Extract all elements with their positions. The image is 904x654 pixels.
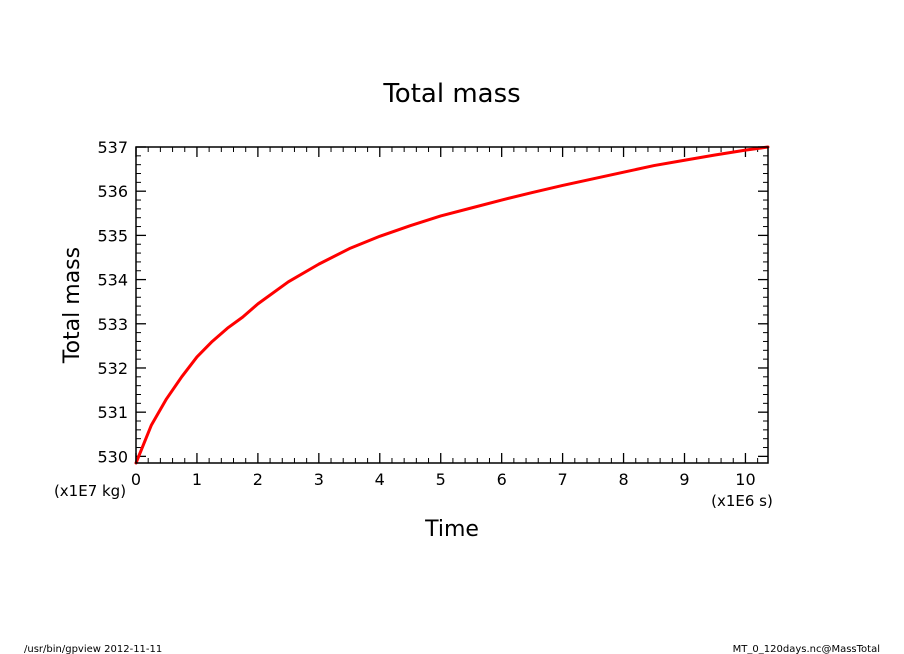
x-tick-label: 1 bbox=[192, 470, 202, 489]
x-tick-label: 8 bbox=[618, 470, 628, 489]
x-ticks bbox=[135, 147, 759, 463]
y-unit-label: (x1E7 kg) bbox=[54, 482, 126, 500]
y-tick-labels: 530 531 532 533 534 535 536 537 bbox=[97, 138, 128, 466]
y-axis-title: Total mass bbox=[60, 247, 85, 364]
x-tick-label: 0 bbox=[131, 470, 141, 489]
x-tick-label: 10 bbox=[735, 470, 755, 489]
x-unit-label: (x1E6 s) bbox=[711, 492, 773, 510]
x-tick-label: 4 bbox=[375, 470, 385, 489]
x-tick-label: 3 bbox=[314, 470, 324, 489]
x-tick-label: 7 bbox=[558, 470, 568, 489]
series-line bbox=[134, 145, 770, 465]
y-tick-label: 531 bbox=[97, 403, 128, 422]
y-ticks bbox=[136, 146, 768, 458]
x-tick-label: 5 bbox=[436, 470, 446, 489]
y-tick-label: 530 bbox=[97, 447, 128, 466]
y-tick-label: 536 bbox=[97, 182, 128, 201]
x-tick-label: 9 bbox=[679, 470, 689, 489]
x-tick-labels: 0 1 2 3 4 5 6 7 8 9 10 bbox=[131, 470, 756, 489]
plot-frame bbox=[135, 146, 769, 464]
y-tick-label: 537 bbox=[97, 138, 128, 157]
y-tick-label: 532 bbox=[97, 359, 128, 378]
x-axis-title: Time bbox=[424, 517, 479, 542]
y-tick-label: 533 bbox=[97, 315, 128, 334]
footer-right: MT_0_120days.nc@MassTotal bbox=[733, 644, 880, 654]
x-tick-label: 2 bbox=[253, 470, 263, 489]
y-tick-label: 535 bbox=[97, 226, 128, 245]
y-tick-label: 534 bbox=[97, 271, 128, 290]
chart-title: Total mass bbox=[382, 79, 520, 109]
footer-left: /usr/bin/gpview 2012-11-11 bbox=[24, 644, 162, 654]
x-tick-label: 6 bbox=[497, 470, 507, 489]
